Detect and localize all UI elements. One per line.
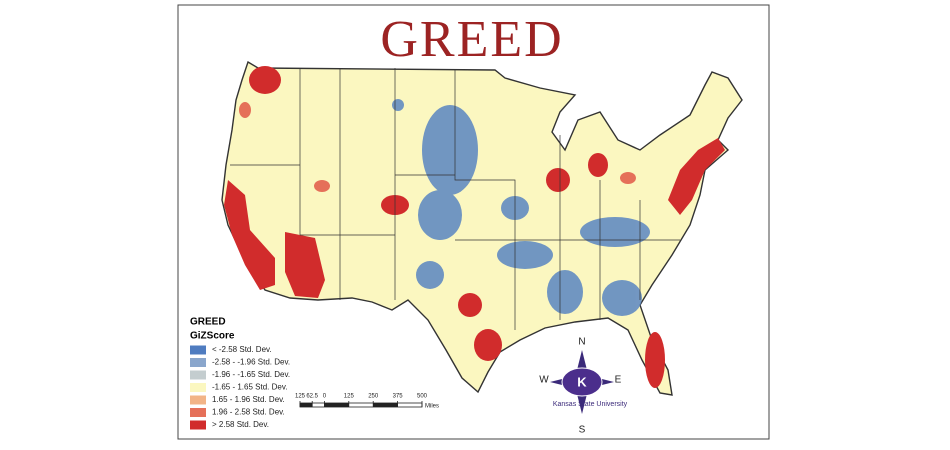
legend-label: > 2.58 Std. Dev. — [212, 420, 269, 429]
scale-label: 125 — [344, 394, 355, 400]
scale-segment — [373, 403, 398, 407]
hot-spots — [224, 66, 725, 388]
logo-mark: K — [577, 374, 587, 389]
legend-label: -1.65 - 1.65 Std. Dev. — [212, 383, 287, 392]
scale-label: 62.5 — [306, 394, 318, 400]
state-borders — [230, 68, 680, 330]
legend-label: -2.58 - -1.96 Std. Dev. — [212, 358, 290, 367]
legend-swatch — [190, 420, 206, 430]
scale-unit: Miles — [425, 404, 439, 410]
map-title: GREED — [380, 11, 563, 68]
scale-segment — [324, 403, 349, 407]
compass-s: S — [579, 425, 586, 436]
compass-e: E — [615, 375, 622, 386]
scale-segment — [300, 403, 313, 407]
legend-title: GREED — [190, 317, 226, 328]
legend-label: 1.96 - 2.58 Std. Dev. — [212, 408, 285, 417]
legend-swatch — [190, 345, 206, 355]
scale-label: 250 — [368, 394, 379, 400]
legend-subtitle: GiZScore — [190, 331, 235, 342]
scale-label: 125 — [295, 394, 306, 400]
scale-label: 375 — [393, 394, 404, 400]
legend-label: < -2.58 Std. Dev. — [212, 345, 272, 354]
legend-swatch — [190, 383, 206, 392]
scale-label: 0 — [323, 394, 327, 400]
legend-swatch — [190, 370, 206, 380]
warm-spots — [239, 102, 636, 192]
compass-w: W — [539, 375, 549, 386]
legend: GREED GiZScore < -2.58 Std. Dev. -2.58 - … — [190, 317, 290, 430]
scale-bar-body — [299, 402, 423, 408]
compass: K N S E W Kansas State University — [539, 337, 627, 436]
legend-label: -1.96 - -1.65 Std. Dev. — [212, 370, 290, 379]
legend-swatch — [190, 408, 206, 417]
legend-swatch — [190, 395, 206, 405]
legend-swatch — [190, 358, 206, 367]
scale-label: 500 — [417, 394, 428, 400]
us-map — [221, 60, 743, 396]
compass-n: N — [578, 337, 585, 348]
legend-label: 1.65 - 1.96 Std. Dev. — [212, 395, 285, 404]
logo-text: Kansas State University — [553, 401, 628, 408]
